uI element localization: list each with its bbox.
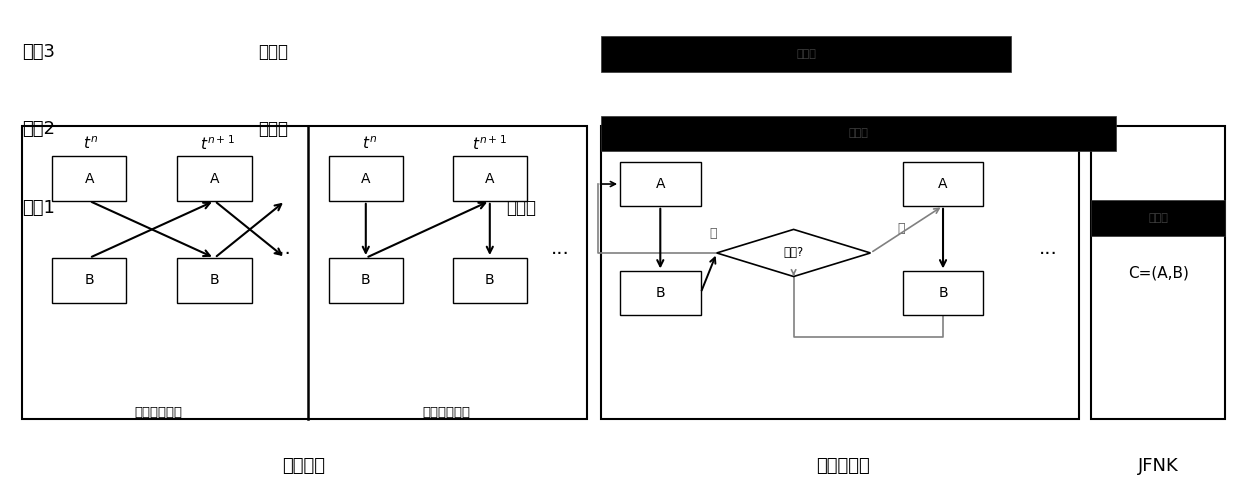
Text: A: A — [84, 172, 94, 186]
Text: A: A — [210, 172, 219, 186]
Text: 松耦合: 松耦合 — [258, 43, 288, 61]
Bar — [601, 36, 1011, 72]
Bar — [22, 126, 587, 419]
Text: $t^n$: $t^n$ — [362, 135, 377, 152]
Bar — [177, 258, 252, 303]
Text: B: B — [84, 273, 94, 287]
Text: 观点2: 观点2 — [22, 120, 56, 138]
Text: B: B — [485, 273, 495, 287]
Bar — [903, 271, 983, 315]
Text: JFNK: JFNK — [1138, 457, 1178, 475]
Bar — [52, 258, 126, 303]
Text: $t^n$: $t^n$ — [656, 135, 671, 152]
Text: $t^{n+1}$: $t^{n+1}$ — [200, 134, 234, 153]
Bar — [903, 162, 983, 206]
Text: 松耦合: 松耦合 — [506, 199, 536, 217]
Bar — [1091, 200, 1225, 236]
Bar — [601, 126, 1079, 419]
Bar — [329, 156, 403, 201]
Text: 算子分裂: 算子分裂 — [283, 457, 325, 475]
Text: 观点3: 观点3 — [22, 43, 56, 61]
Text: 否: 否 — [709, 227, 717, 240]
Text: B: B — [939, 286, 947, 300]
Text: 松耦合: 松耦合 — [848, 128, 869, 138]
Polygon shape — [717, 230, 870, 277]
Text: C=(A,B): C=(A,B) — [1127, 265, 1189, 280]
Text: ...: ... — [551, 239, 570, 257]
Text: ...: ... — [273, 239, 293, 257]
Text: 观点1: 观点1 — [22, 199, 56, 217]
Text: $t^{n+1}$: $t^{n+1}$ — [925, 134, 960, 153]
Text: A: A — [939, 177, 947, 191]
Bar — [52, 156, 126, 201]
Text: 松耦合: 松耦合 — [796, 49, 816, 59]
Text: 皮卡尔迭代: 皮卡尔迭代 — [816, 457, 870, 475]
Text: 是: 是 — [898, 222, 905, 235]
Text: 交错算子分裂: 交错算子分裂 — [423, 406, 470, 419]
Text: $t^n$: $t^n$ — [83, 135, 98, 152]
Text: 同步算子分裂: 同步算子分裂 — [135, 406, 182, 419]
Bar — [453, 258, 527, 303]
Text: 松耦合: 松耦合 — [258, 120, 288, 138]
Text: A: A — [361, 172, 371, 186]
Text: ...: ... — [1038, 239, 1058, 257]
Text: B: B — [210, 273, 219, 287]
Text: A: A — [485, 172, 495, 186]
Bar — [620, 162, 701, 206]
Bar — [620, 271, 701, 315]
Text: 松耦合: 松耦合 — [1148, 213, 1168, 223]
Bar — [453, 156, 527, 201]
Text: 收敛?: 收敛? — [784, 247, 804, 259]
Bar — [329, 258, 403, 303]
Bar — [601, 116, 1116, 151]
Bar — [177, 156, 252, 201]
Text: B: B — [656, 286, 665, 300]
Text: B: B — [361, 273, 371, 287]
Text: A: A — [656, 177, 665, 191]
Bar — [1091, 126, 1225, 419]
Text: $t^{n+1}$: $t^{n+1}$ — [472, 134, 507, 153]
